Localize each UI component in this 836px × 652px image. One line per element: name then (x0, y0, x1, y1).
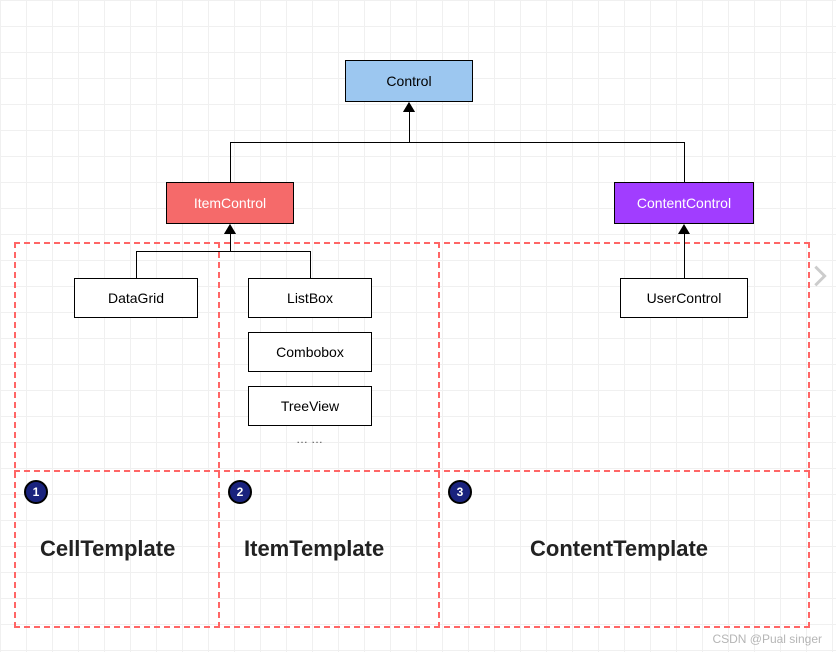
node-label: UserControl (647, 290, 722, 306)
node-itemcontrol: ItemControl (166, 182, 294, 224)
node-usercontrol: UserControl (620, 278, 748, 318)
dashed-vertical-divider (438, 242, 440, 628)
edge-segment (409, 142, 684, 143)
template-badge: 3 (448, 480, 472, 504)
edge-segment (684, 251, 685, 252)
dashed-horizontal-divider (14, 470, 810, 472)
arrowhead-icon (403, 102, 415, 112)
node-label: Combobox (276, 344, 344, 360)
node-label: DataGrid (108, 290, 164, 306)
edge-segment (230, 142, 231, 182)
template-label: ItemTemplate (244, 536, 384, 562)
edge-segment (684, 234, 685, 251)
edge-segment (310, 251, 311, 278)
node-treeview: TreeView (248, 386, 372, 426)
node-label: ListBox (287, 290, 333, 306)
node-control: Control (345, 60, 473, 102)
template-badge: 1 (24, 480, 48, 504)
edge-segment (136, 251, 230, 252)
node-listbox: ListBox (248, 278, 372, 318)
dashed-vertical-divider (218, 242, 220, 628)
node-contentcontrol: ContentControl (614, 182, 754, 224)
node-datagrid: DataGrid (74, 278, 198, 318)
edge-segment (230, 142, 409, 143)
diagram-stage: Control ItemControl ContentControl DataGrid… (0, 0, 836, 652)
edge-segment (230, 234, 231, 251)
template-label: CellTemplate (40, 536, 175, 562)
template-badge: 2 (228, 480, 252, 504)
node-label: ItemControl (194, 195, 266, 211)
ellipsis-text: …… (296, 432, 326, 446)
node-combobox: Combobox (248, 332, 372, 372)
template-label: ContentTemplate (530, 536, 708, 562)
arrowhead-icon (224, 224, 236, 234)
edge-segment (684, 142, 685, 182)
node-label: ContentControl (637, 195, 731, 211)
node-label: TreeView (281, 398, 339, 414)
edge-segment (409, 112, 410, 142)
edge-segment (136, 251, 137, 278)
edge-segment (684, 251, 685, 278)
node-label: Control (386, 73, 431, 89)
edge-segment (230, 251, 310, 252)
arrowhead-icon (678, 224, 690, 234)
